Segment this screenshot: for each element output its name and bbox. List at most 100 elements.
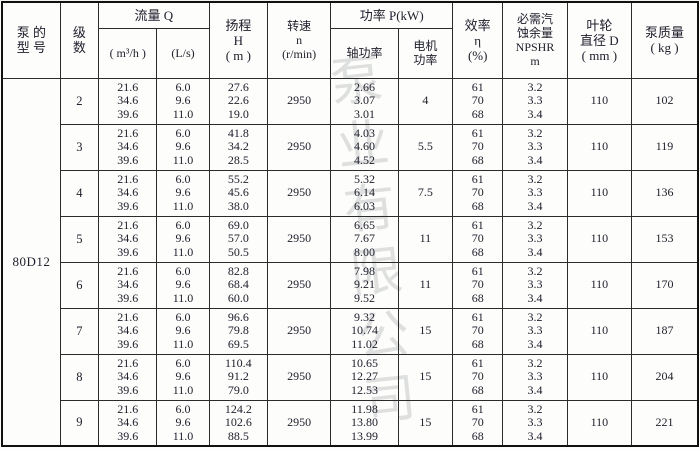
cell-eff: 61 70 68 xyxy=(452,123,504,171)
cell-flow: 21.6 34.6 39.6 xyxy=(98,307,158,355)
table-row: 3 21.6 34.6 39.6 6.0 9.6 11.0 41.8 34.2 28.5 2950 4… xyxy=(2,123,699,171)
cell-npsh: 3.2 3.3 3.4 xyxy=(502,261,568,309)
cell-stage: 6 xyxy=(59,261,100,309)
cell-shaft: 11.98 13.80 13.99 xyxy=(330,399,399,447)
cell-dia: 110 xyxy=(566,261,633,309)
cell-head: 55.2 45.6 38.0 xyxy=(208,169,269,217)
cell-eff: 61 70 68 xyxy=(452,353,504,401)
header-power-group: 功率 P(kW) xyxy=(330,1,454,29)
cell-dia: 110 xyxy=(566,123,633,171)
cell-ls: 6.0 9.6 11.0 xyxy=(156,215,210,263)
cell-eff: 61 70 68 xyxy=(452,399,504,447)
cell-npsh: 3.2 3.3 3.4 xyxy=(502,307,568,355)
cell-head: 82.8 68.4 60.0 xyxy=(208,261,269,309)
cell-npsh: 3.2 3.3 3.4 xyxy=(502,353,568,401)
cell-head: 69.0 57.0 50.5 xyxy=(208,215,269,263)
header-pump-model: 泵 的型 号 xyxy=(1,1,61,79)
cell-stage: 7 xyxy=(59,307,100,355)
header-speed: 转速 n (r/min) xyxy=(266,1,332,79)
cell-npsh: 3.2 3.3 3.4 xyxy=(502,77,568,125)
cell-eff: 61 70 68 xyxy=(452,215,504,263)
table-row: 80D12 2 21.6 34.6 39.6 6.0 9.6 11.0 27.6 22.6 19.0… xyxy=(1,77,699,447)
cell-motor: 7.5 xyxy=(397,169,454,217)
cell-mass: 204 xyxy=(631,353,699,401)
cell-shaft: 7.98 9.21 9.52 xyxy=(330,261,399,309)
cell-shaft: 9.32 10.74 11.02 xyxy=(330,307,399,355)
cell-speed: 2950 xyxy=(266,261,332,309)
cell-motor: 5.5 xyxy=(397,123,454,171)
cell-mass: 136 xyxy=(631,169,699,217)
cell-speed: 2950 xyxy=(266,169,332,217)
cell-speed: 2950 xyxy=(266,123,332,171)
cell-head: 41.8 34.2 28.5 xyxy=(208,123,269,171)
cell-shaft: 2.66 3.07 3.01 xyxy=(330,77,399,125)
cell-mass: 221 xyxy=(631,399,699,447)
cell-speed: 2950 xyxy=(266,215,332,263)
table-row: 6 21.6 34.6 39.6 6.0 9.6 11.0 82.8 68.4 60.0 2950 7… xyxy=(2,261,699,309)
cell-head: 27.6 22.6 19.0 xyxy=(208,77,269,125)
cell-eff: 61 70 68 xyxy=(452,169,504,217)
cell-flow: 21.6 34.6 39.6 xyxy=(98,261,158,309)
cell-dia: 110 xyxy=(566,307,633,355)
header-flow-ls: (L/s) xyxy=(156,27,210,79)
table-row: 5 21.6 34.6 39.6 6.0 9.6 11.0 69.0 57.0 50.5 2950 6… xyxy=(2,215,699,263)
cell-head: 110.4 91.2 79.0 xyxy=(208,353,269,401)
cell-dia: 110 xyxy=(566,169,633,217)
cell-shaft: 5.32 6.14 6.03 xyxy=(330,169,399,217)
cell-flow: 21.6 34.6 39.6 xyxy=(98,353,158,401)
cell-motor: 15 xyxy=(397,307,454,355)
cell-mass: 170 xyxy=(631,261,699,309)
cell-npsh: 3.2 3.3 3.4 xyxy=(502,215,568,263)
cell-stage: 9 xyxy=(59,399,100,447)
header-motor-power: 电机 功率 xyxy=(397,27,454,79)
header-flow-group: 流量 Q xyxy=(98,1,210,29)
cell-shaft: 4.03 4.60 4.52 xyxy=(330,123,399,171)
cell-mass: 102 xyxy=(631,77,699,125)
cell-speed: 2950 xyxy=(266,77,332,125)
cell-stage: 4 xyxy=(59,169,100,217)
cell-ls: 6.0 9.6 11.0 xyxy=(156,307,210,355)
cell-npsh: 3.2 3.3 3.4 xyxy=(502,123,568,171)
cell-eff: 61 70 68 xyxy=(452,77,504,125)
pump-model-value: 80D12 xyxy=(1,77,61,447)
cell-motor: 15 xyxy=(397,353,454,401)
cell-shaft: 6.65 7.67 8.00 xyxy=(330,215,399,263)
cell-motor: 11 xyxy=(397,261,454,309)
cell-head: 96.6 79.8 69.5 xyxy=(208,307,269,355)
cell-ls: 6.0 9.6 11.0 xyxy=(156,77,210,125)
cell-stage: 8 xyxy=(59,353,100,401)
cell-dia: 110 xyxy=(566,215,633,263)
header-shaft-power: 轴功率 xyxy=(330,27,399,79)
cell-eff: 61 70 68 xyxy=(452,307,504,355)
cell-dia: 110 xyxy=(566,399,633,447)
cell-flow: 21.6 34.6 39.6 xyxy=(98,399,158,447)
table-row: 9 21.6 34.6 39.6 6.0 9.6 11.0 124.2 102.6 88.5 295… xyxy=(2,399,699,447)
header-efficiency: 效率 η (%) xyxy=(452,1,504,79)
table-header: 泵 的型 号 级数 流量 Q 扬程 H( m ) 转速 n (r/min) 功率 P(… xyxy=(1,1,699,79)
cell-ls: 6.0 9.6 11.0 xyxy=(156,123,210,171)
cell-flow: 21.6 34.6 39.6 xyxy=(98,123,158,171)
cell-speed: 2950 xyxy=(266,353,332,401)
header-npshr: 必需汽 蚀余量 NPSHR m xyxy=(502,1,568,79)
cell-mass: 187 xyxy=(631,307,699,355)
table-body: 80D12 2 21.6 34.6 39.6 6.0 9.6 11.0 27.6 22.6 19.0… xyxy=(1,77,699,447)
table-row: 4 21.6 34.6 39.6 6.0 9.6 11.0 55.2 45.6 38.0 2950 5… xyxy=(2,169,699,217)
cell-motor: 4 xyxy=(397,77,454,125)
cell-ls: 6.0 9.6 11.0 xyxy=(156,169,210,217)
table-row: 7 21.6 34.6 39.6 6.0 9.6 11.0 96.6 79.8 69.5 2950 9… xyxy=(2,307,699,355)
cell-dia: 110 xyxy=(566,77,633,125)
cell-speed: 2950 xyxy=(266,399,332,447)
cell-motor: 15 xyxy=(397,399,454,447)
cell-ls: 6.0 9.6 11.0 xyxy=(156,353,210,401)
header-pump-mass: 泵质量( kg ) xyxy=(631,1,699,79)
cell-ls: 6.0 9.6 11.0 xyxy=(156,261,210,309)
cell-speed: 2950 xyxy=(266,307,332,355)
cell-motor: 11 xyxy=(397,215,454,263)
header-stages: 级数 xyxy=(59,1,100,79)
cell-mass: 153 xyxy=(631,215,699,263)
cell-ls: 6.0 9.6 11.0 xyxy=(156,399,210,447)
header-flow-m3h: ( m³/h ) xyxy=(98,27,158,79)
cell-stage: 2 xyxy=(59,77,100,125)
cell-npsh: 3.2 3.3 3.4 xyxy=(502,399,568,447)
